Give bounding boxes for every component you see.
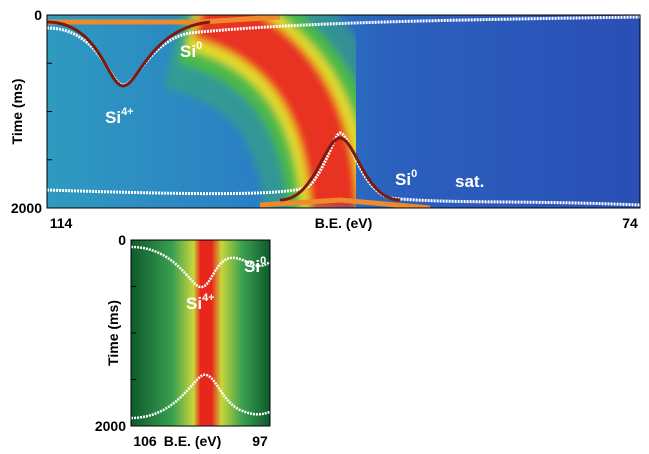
y-tick-label: 0 <box>34 7 42 23</box>
x-tick-label: 74 <box>622 215 638 231</box>
x-axis-label: B.E. (eV) <box>315 215 373 231</box>
annotation-superscript: 0 <box>196 40 202 52</box>
annotation-text: Si <box>186 294 202 313</box>
y-axis-label: Time (ms) <box>9 79 25 145</box>
annotation-text: sat. <box>455 172 484 191</box>
annotation: sat. <box>455 172 484 191</box>
x-axis-label: B.E. (eV) <box>164 433 222 449</box>
y-axis-label: Time (ms) <box>105 300 121 366</box>
y-tick-label: 2000 <box>95 418 126 434</box>
figure: 0200011474B.E. (eV)Time (ms)Si0Si4+Si0sa… <box>0 0 649 454</box>
y-tick-label: 0 <box>118 232 126 248</box>
y-tick-label: 2000 <box>11 200 42 216</box>
main-heatmap <box>47 15 640 208</box>
annotation-superscript: 4+ <box>121 106 134 118</box>
x-tick-label: 106 <box>133 433 157 449</box>
annotation-text: Si <box>395 170 411 189</box>
annotation-superscript: 0 <box>260 255 266 267</box>
x-tick-label: 97 <box>252 433 268 449</box>
x-tick-label: 114 <box>50 215 73 231</box>
annotation-text: Si <box>105 108 121 127</box>
annotation-superscript: 4+ <box>202 292 215 304</box>
annotation-text: Si <box>244 257 260 276</box>
annotation-text: Si <box>180 42 196 61</box>
annotation-superscript: 0 <box>411 168 417 180</box>
